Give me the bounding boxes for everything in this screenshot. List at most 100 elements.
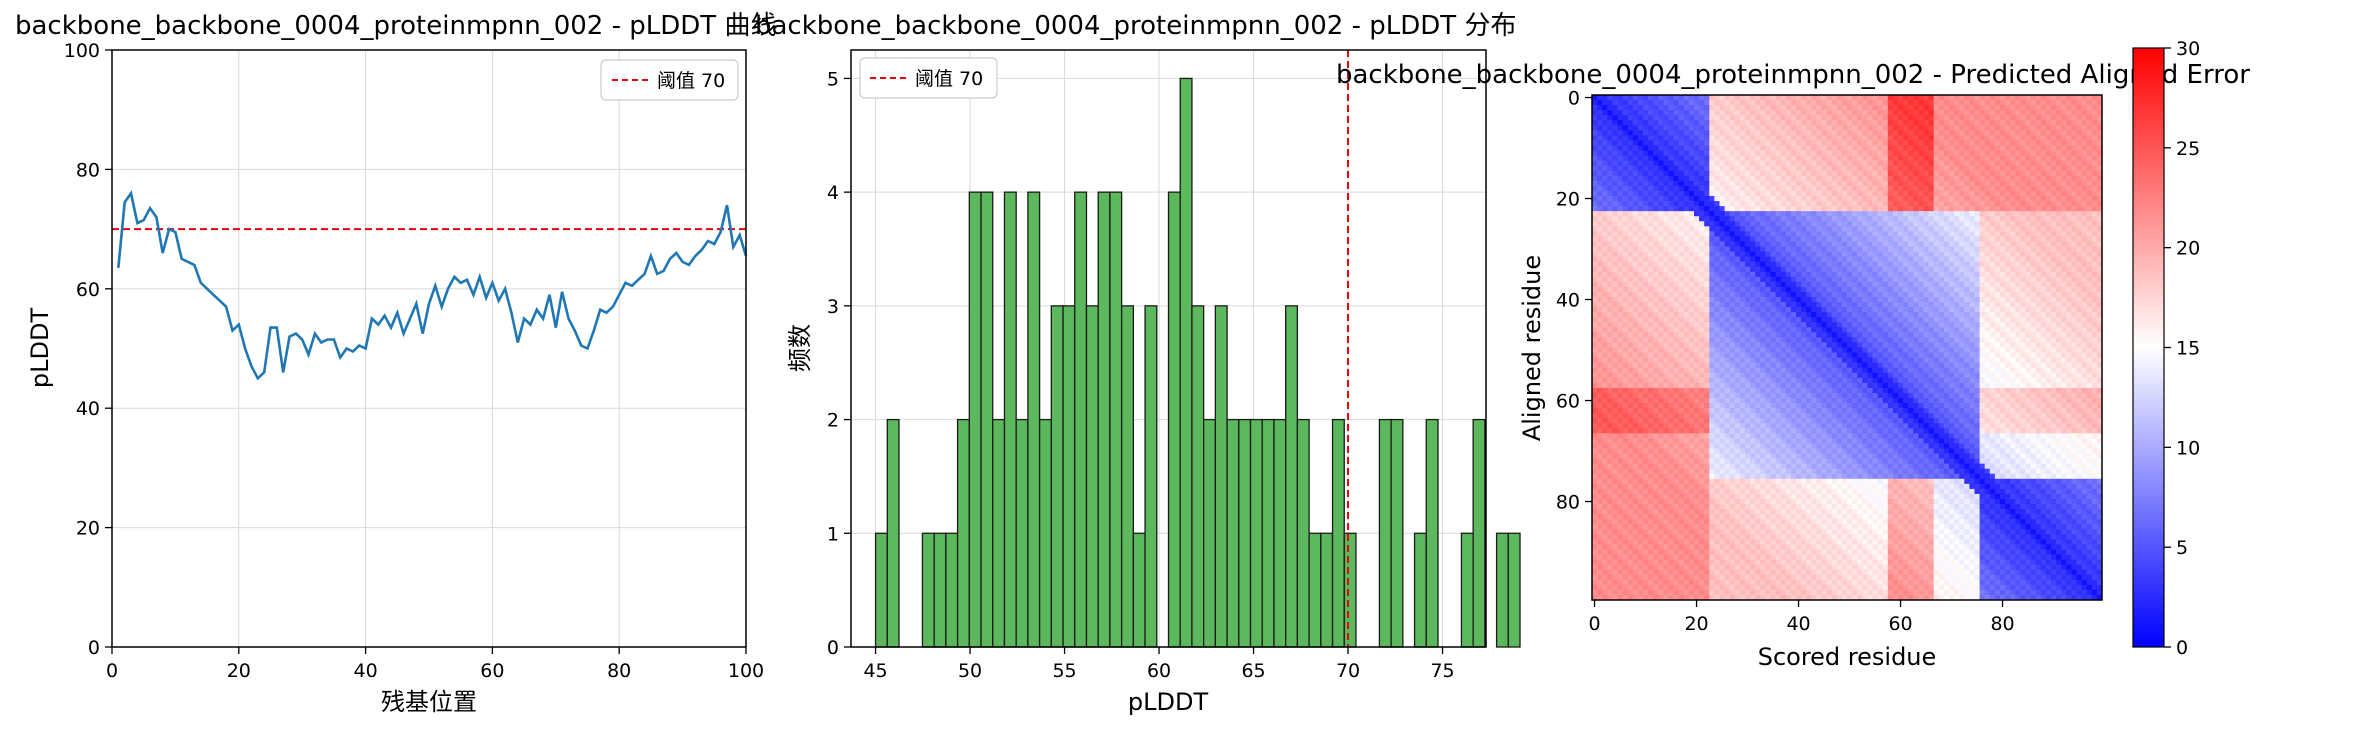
pae-cell bbox=[1785, 291, 1792, 298]
pae-cell bbox=[2086, 307, 2093, 313]
pae-cell bbox=[1867, 100, 1873, 106]
pae-cell bbox=[1714, 216, 1720, 222]
pae-cell bbox=[2056, 276, 2062, 283]
pae-cell bbox=[2005, 185, 2011, 192]
pae-cell bbox=[1903, 115, 1909, 121]
pae-cell bbox=[1979, 130, 1986, 136]
pae-cell bbox=[1745, 266, 1751, 273]
pae-cell bbox=[1607, 221, 1613, 227]
pae-cell bbox=[1852, 150, 1858, 156]
pae-cell bbox=[1903, 236, 1909, 242]
pae-cell bbox=[1943, 140, 1950, 146]
pae-cell bbox=[1592, 322, 1598, 328]
pae-cell bbox=[1658, 190, 1664, 197]
pae-cell bbox=[1989, 246, 1996, 252]
pae-cell bbox=[1785, 115, 1792, 121]
pae-cell bbox=[1933, 312, 1940, 318]
pae-cell bbox=[2091, 251, 2098, 257]
pae-cell bbox=[1673, 155, 1680, 162]
pae-cell bbox=[1724, 130, 1731, 136]
pae-cell bbox=[1811, 276, 1817, 283]
pae-cell bbox=[1928, 190, 1935, 197]
pae-cell bbox=[1796, 100, 1802, 106]
pae-cell bbox=[1923, 120, 1929, 126]
pae-cell bbox=[1734, 271, 1741, 278]
pae-cell bbox=[1811, 337, 1817, 343]
pae-cell bbox=[1862, 165, 1868, 172]
pae-cell bbox=[1984, 170, 1991, 177]
pae-cell bbox=[1724, 155, 1731, 162]
pae-cell bbox=[1785, 175, 1792, 182]
pae-cell bbox=[1954, 307, 1960, 313]
pae-cell bbox=[1806, 246, 1812, 252]
pae-cell bbox=[2040, 216, 2047, 222]
pae-cell bbox=[2076, 256, 2082, 263]
pae-cell bbox=[1913, 251, 1919, 257]
pae-cell bbox=[1806, 281, 1812, 288]
pae-cell bbox=[1882, 216, 1889, 222]
pae-cell bbox=[2035, 297, 2042, 303]
pae-cell bbox=[1724, 165, 1731, 172]
pae-cell bbox=[2086, 211, 2093, 217]
pae-cell bbox=[1908, 226, 1914, 232]
pae-cell bbox=[2071, 291, 2077, 298]
pae-cell bbox=[1714, 307, 1720, 313]
pae-cell bbox=[2076, 105, 2082, 111]
pae-cell bbox=[1678, 216, 1685, 222]
pae-cell bbox=[1719, 145, 1725, 151]
pae-cell bbox=[2005, 180, 2011, 187]
pae-cell bbox=[1882, 261, 1889, 268]
pae-cell bbox=[1938, 286, 1945, 293]
pae-cell bbox=[1734, 317, 1741, 323]
pae-cell bbox=[1994, 135, 2001, 141]
pae-cell bbox=[2071, 160, 2077, 167]
pae-cell bbox=[1617, 226, 1623, 232]
pae-cell bbox=[1826, 105, 1833, 111]
pae-cell bbox=[1949, 201, 1955, 207]
pae-cell bbox=[1959, 115, 1965, 121]
pae-cell bbox=[1612, 170, 1618, 177]
pae-cell bbox=[1739, 105, 1746, 111]
pae-cell bbox=[1979, 170, 1986, 177]
pae-cell bbox=[1949, 241, 1955, 247]
pae-cell bbox=[2086, 135, 2093, 141]
pae-cell bbox=[1663, 201, 1669, 207]
pae-cell bbox=[1964, 266, 1970, 273]
pae-cell bbox=[1785, 236, 1792, 242]
pae-cell bbox=[1796, 155, 1802, 162]
pae-cell bbox=[1745, 110, 1751, 116]
pae-cell bbox=[1801, 276, 1807, 283]
pae-cell bbox=[1918, 145, 1924, 151]
pae-cell bbox=[1632, 317, 1639, 323]
pae-cell bbox=[2066, 201, 2072, 207]
pae-cell bbox=[1816, 266, 1822, 273]
pae-cell bbox=[1627, 165, 1634, 172]
pae-cell bbox=[1658, 241, 1664, 247]
pae-cell bbox=[1887, 196, 1894, 202]
hist-bar bbox=[1132, 532, 1146, 648]
pae-cell bbox=[1668, 241, 1674, 247]
pae-cell bbox=[1612, 297, 1618, 303]
pae-cell bbox=[1806, 251, 1812, 257]
pae-cell bbox=[1785, 246, 1792, 252]
pae-cell bbox=[1821, 221, 1827, 227]
pae-cell bbox=[1592, 307, 1598, 313]
pae-cell bbox=[2025, 165, 2031, 172]
pae-cell bbox=[1780, 211, 1787, 217]
pae-cell bbox=[1852, 332, 1858, 338]
pae-cell bbox=[1964, 150, 1970, 156]
pae-cell bbox=[1714, 286, 1720, 293]
pae-cell bbox=[1739, 170, 1746, 177]
pae-cell bbox=[1745, 286, 1751, 293]
hist-bar bbox=[1296, 418, 1310, 648]
pae-cell bbox=[2045, 286, 2052, 293]
pae-cell bbox=[1755, 201, 1761, 207]
pae-cell bbox=[2051, 271, 2057, 278]
pae-cell bbox=[2076, 155, 2082, 162]
pae-cell bbox=[1745, 165, 1751, 172]
pae-cell bbox=[1643, 286, 1649, 293]
pae-cell bbox=[1612, 256, 1618, 263]
pae-cell bbox=[1663, 105, 1669, 111]
pae-cell bbox=[1734, 276, 1741, 283]
pae-cell bbox=[2096, 271, 2103, 278]
